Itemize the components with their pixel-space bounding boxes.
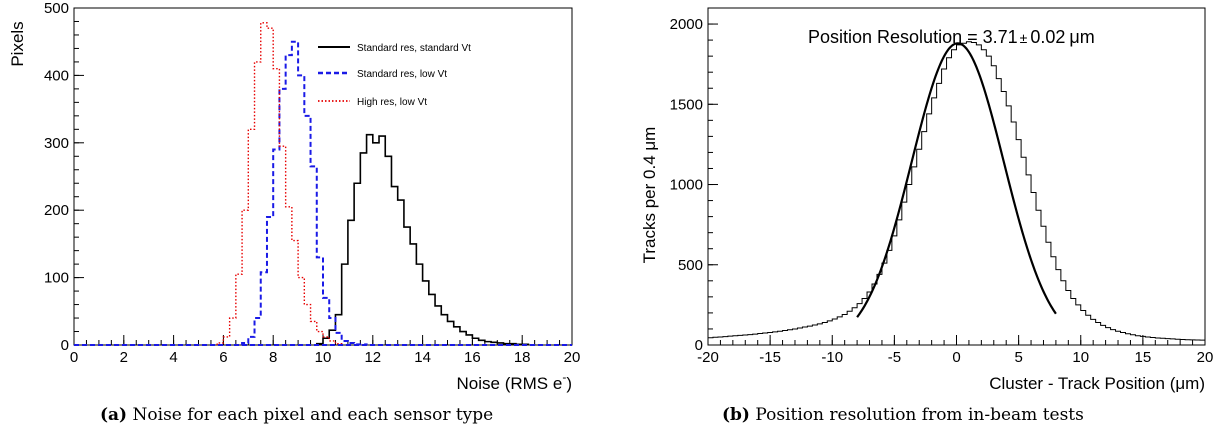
noise-y-tick-label: 500 — [44, 0, 69, 17]
noise-legend: Standard res, standard Vt Standard res, l… — [318, 43, 471, 108]
resolution-x-axis-label: Cluster - Track Position (μm) — [989, 374, 1205, 393]
noise-y-tick-label: 300 — [44, 135, 69, 152]
resolution-histogram — [708, 41, 1205, 341]
resolution-y-tick-label: 1500 — [670, 96, 703, 113]
caption-a: (a) Noise for each pixel and each sensor… — [100, 405, 493, 425]
resolution-plot-frame — [707, 7, 1206, 346]
noise-x-tick-label: 4 — [169, 349, 177, 366]
noise-x-tick-label: 2 — [120, 349, 128, 366]
resolution-gaussian-fit — [856, 42, 1057, 318]
resolution-x-tick-label: 10 — [1072, 349, 1089, 366]
resolution-x-tick-label: -15 — [759, 349, 781, 366]
noise-x-tick-label: 12 — [364, 349, 381, 366]
resolution-y-tick-label: 500 — [678, 257, 703, 274]
noise-legend-label: High res, low Vt — [357, 97, 427, 108]
resolution-x-tick-label: 5 — [1014, 349, 1022, 366]
noise-y-tick-label: 100 — [44, 270, 69, 287]
noise-x-tick-label: 16 — [464, 349, 481, 366]
noise-x-tick-label: 0 — [70, 349, 78, 366]
noise-x-tick-label: 10 — [315, 349, 332, 366]
noise-series-2 — [241, 40, 368, 346]
caption-b-text: Position resolution from in-beam tests — [755, 405, 1084, 425]
noise-legend-label: Standard res, standard Vt — [357, 43, 471, 54]
noise-x-tick-label: 6 — [219, 349, 227, 366]
resolution-x-tick-label: 15 — [1135, 349, 1152, 366]
noise-y-tick-label: 200 — [44, 202, 69, 219]
resolution-x-tick-label: -5 — [888, 349, 901, 366]
noise-y-tick-label: 0 — [61, 337, 69, 354]
caption-a-tag: (a) — [100, 405, 128, 425]
noise-series-3 — [216, 22, 343, 345]
resolution-x-tick-label: 0 — [952, 349, 960, 366]
resolution-x-tick-label: -10 — [821, 349, 843, 366]
noise-x-tick-label: 18 — [514, 349, 531, 366]
resolution-y-tick-label: 1000 — [670, 177, 703, 194]
resolution-chart: -20 -15 -10 -5 0 5 10 15 20 0 500 1000 1500 2000 Trac… — [640, 7, 1214, 393]
resolution-annotation: Position Resolution = 3.71 ±0.02 μm — [808, 27, 1095, 47]
caption-b: (b) Position resolution from in-beam tes… — [722, 405, 1084, 425]
noise-x-tick-label: 20 — [564, 349, 581, 366]
noise-series-group — [74, 22, 572, 346]
noise-legend-label: Standard res, low Vt — [357, 69, 447, 80]
resolution-y-tick-label: 2000 — [670, 16, 703, 33]
noise-y-tick-label: 400 — [44, 67, 69, 84]
resolution-y-tick-label: 0 — [695, 337, 703, 354]
noise-series-1 — [315, 133, 530, 346]
noise-y-axis-label: Pixels — [8, 21, 27, 66]
noise-x-axis-label: Noise (RMS e-) — [457, 370, 572, 393]
resolution-x-tick-label: -20 — [697, 349, 719, 366]
resolution-x-tick-label: 20 — [1197, 349, 1214, 366]
caption-a-text: Noise for each pixel and each sensor typ… — [132, 405, 494, 425]
noise-x-tick-label: 8 — [269, 349, 277, 366]
resolution-y-axis-label: Tracks per 0.4 μm — [640, 127, 659, 264]
noise-x-tick-label: 14 — [414, 349, 431, 366]
resolution-axis-ticks: -20 -15 -10 -5 0 5 10 15 20 0 500 1000 1500 2000 — [670, 7, 1214, 366]
caption-b-tag: (b) — [722, 405, 750, 425]
